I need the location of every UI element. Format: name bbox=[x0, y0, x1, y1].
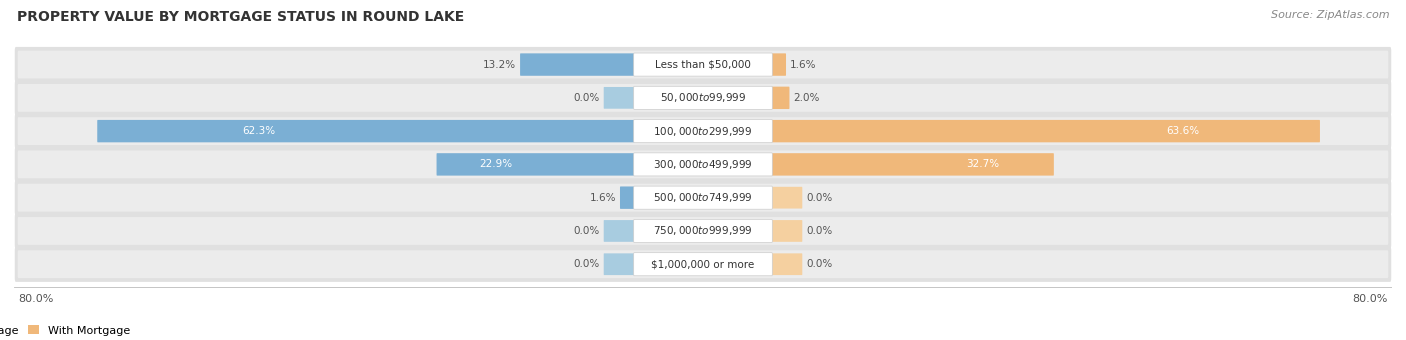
FancyBboxPatch shape bbox=[634, 53, 772, 76]
Text: 63.6%: 63.6% bbox=[1166, 126, 1199, 136]
Text: PROPERTY VALUE BY MORTGAGE STATUS IN ROUND LAKE: PROPERTY VALUE BY MORTGAGE STATUS IN ROU… bbox=[17, 10, 464, 24]
FancyBboxPatch shape bbox=[18, 51, 1388, 79]
Text: 0.0%: 0.0% bbox=[807, 193, 832, 203]
Text: 0.0%: 0.0% bbox=[807, 226, 832, 236]
FancyBboxPatch shape bbox=[14, 80, 1392, 116]
FancyBboxPatch shape bbox=[772, 253, 803, 275]
Text: 0.0%: 0.0% bbox=[574, 226, 599, 236]
Legend: Without Mortgage, With Mortgage: Without Mortgage, With Mortgage bbox=[0, 321, 135, 340]
FancyBboxPatch shape bbox=[772, 220, 803, 242]
FancyBboxPatch shape bbox=[18, 184, 1388, 211]
FancyBboxPatch shape bbox=[634, 153, 772, 176]
FancyBboxPatch shape bbox=[620, 186, 634, 209]
FancyBboxPatch shape bbox=[634, 186, 772, 209]
FancyBboxPatch shape bbox=[18, 84, 1388, 112]
FancyBboxPatch shape bbox=[18, 151, 1388, 178]
FancyBboxPatch shape bbox=[14, 114, 1392, 149]
FancyBboxPatch shape bbox=[14, 47, 1392, 82]
Text: $750,000 to $999,999: $750,000 to $999,999 bbox=[654, 224, 752, 237]
FancyBboxPatch shape bbox=[603, 253, 634, 275]
FancyBboxPatch shape bbox=[520, 53, 634, 76]
FancyBboxPatch shape bbox=[634, 120, 772, 143]
Text: Less than $50,000: Less than $50,000 bbox=[655, 59, 751, 70]
FancyBboxPatch shape bbox=[18, 217, 1388, 245]
Text: Source: ZipAtlas.com: Source: ZipAtlas.com bbox=[1271, 10, 1389, 20]
FancyBboxPatch shape bbox=[772, 153, 1054, 175]
FancyBboxPatch shape bbox=[436, 153, 634, 175]
Text: 62.3%: 62.3% bbox=[242, 126, 276, 136]
FancyBboxPatch shape bbox=[603, 220, 634, 242]
Text: 13.2%: 13.2% bbox=[484, 59, 516, 70]
Text: 1.6%: 1.6% bbox=[790, 59, 817, 70]
Text: $100,000 to $299,999: $100,000 to $299,999 bbox=[654, 125, 752, 138]
FancyBboxPatch shape bbox=[634, 219, 772, 242]
Text: 80.0%: 80.0% bbox=[18, 294, 53, 304]
FancyBboxPatch shape bbox=[97, 120, 634, 142]
FancyBboxPatch shape bbox=[14, 147, 1392, 182]
Text: 80.0%: 80.0% bbox=[1353, 294, 1388, 304]
FancyBboxPatch shape bbox=[772, 120, 1320, 142]
FancyBboxPatch shape bbox=[18, 117, 1388, 145]
Text: 0.0%: 0.0% bbox=[807, 259, 832, 269]
FancyBboxPatch shape bbox=[634, 86, 772, 109]
Text: 22.9%: 22.9% bbox=[479, 159, 513, 169]
FancyBboxPatch shape bbox=[603, 87, 634, 109]
FancyBboxPatch shape bbox=[634, 253, 772, 276]
Text: $500,000 to $749,999: $500,000 to $749,999 bbox=[654, 191, 752, 204]
FancyBboxPatch shape bbox=[772, 87, 789, 109]
FancyBboxPatch shape bbox=[18, 250, 1388, 278]
FancyBboxPatch shape bbox=[14, 213, 1392, 249]
Text: $300,000 to $499,999: $300,000 to $499,999 bbox=[654, 158, 752, 171]
Text: 1.6%: 1.6% bbox=[589, 193, 616, 203]
FancyBboxPatch shape bbox=[14, 180, 1392, 215]
Text: 0.0%: 0.0% bbox=[574, 259, 599, 269]
Text: 32.7%: 32.7% bbox=[966, 159, 1000, 169]
FancyBboxPatch shape bbox=[772, 53, 786, 76]
FancyBboxPatch shape bbox=[772, 187, 803, 208]
Text: 2.0%: 2.0% bbox=[793, 93, 820, 103]
FancyBboxPatch shape bbox=[14, 246, 1392, 282]
Text: $50,000 to $99,999: $50,000 to $99,999 bbox=[659, 91, 747, 104]
Text: $1,000,000 or more: $1,000,000 or more bbox=[651, 259, 755, 269]
Text: 0.0%: 0.0% bbox=[574, 93, 599, 103]
